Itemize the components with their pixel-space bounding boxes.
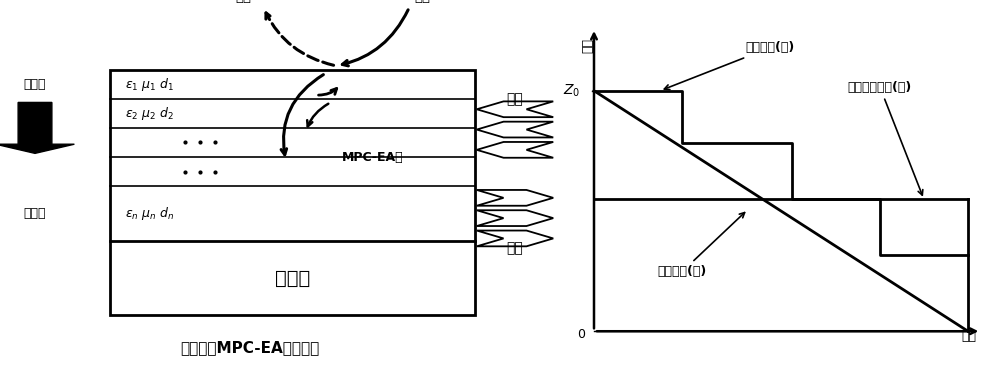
Text: 阻抗: 阻抗 <box>581 38 594 53</box>
Text: 单层均质结构(差): 单层均质结构(差) <box>848 81 923 195</box>
Polygon shape <box>477 122 553 138</box>
FancyArrow shape <box>0 102 74 153</box>
Text: 匹配层: 匹配层 <box>24 78 46 91</box>
Text: $\varepsilon_2\ \mu_2\ d_2$: $\varepsilon_2\ \mu_2\ d_2$ <box>125 105 174 122</box>
Text: 优化: 优化 <box>28 129 42 142</box>
Bar <box>110 70 475 315</box>
Text: 梯度: 梯度 <box>28 101 42 114</box>
Text: $Z_0$: $Z_0$ <box>563 83 581 99</box>
Text: $\varepsilon_1\ \mu_1\ d_1$: $\varepsilon_1\ \mu_1\ d_1$ <box>125 76 174 93</box>
Text: MPC-EA层: MPC-EA层 <box>342 150 404 164</box>
Polygon shape <box>477 190 553 206</box>
Text: 多层结构(优): 多层结构(优) <box>664 41 795 90</box>
Polygon shape <box>477 142 553 158</box>
Text: 反射: 反射 <box>235 0 251 4</box>
Polygon shape <box>477 101 553 117</box>
Text: $\varepsilon_n\ \mu_n\ d_n$: $\varepsilon_n\ \mu_n\ d_n$ <box>125 205 175 222</box>
Text: 优化: 优化 <box>507 92 523 107</box>
Polygon shape <box>477 210 553 226</box>
Text: 功能梯度MPC-EA复合结构: 功能梯度MPC-EA复合结构 <box>180 340 320 355</box>
Polygon shape <box>477 231 553 246</box>
Text: 厚度: 厚度 <box>962 330 977 343</box>
Text: 0: 0 <box>577 328 585 341</box>
Text: 调控: 调控 <box>507 241 523 255</box>
Text: 吸收层: 吸收层 <box>24 207 46 220</box>
Text: 混凝土: 混凝土 <box>275 269 310 287</box>
Text: 渐变结构(优): 渐变结构(优) <box>657 213 745 278</box>
Text: 入射: 入射 <box>414 0 430 4</box>
